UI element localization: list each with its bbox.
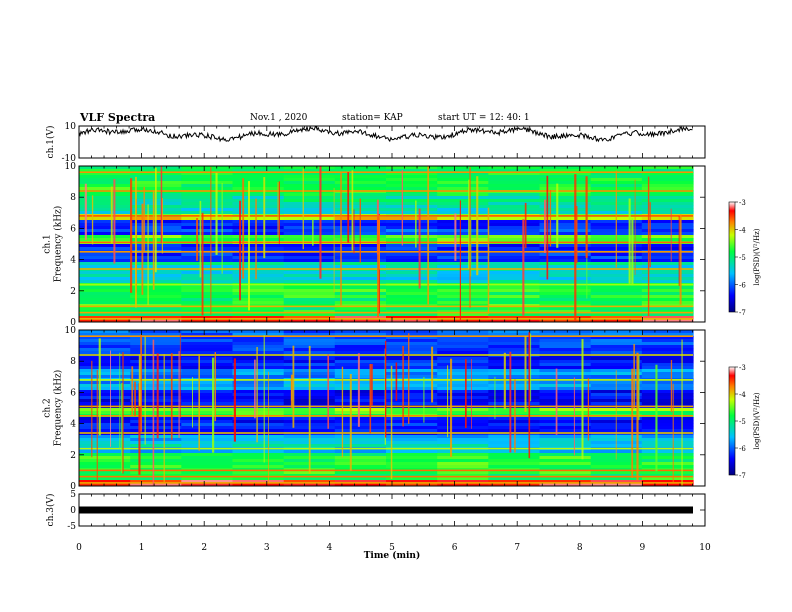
xtick-4: 4 xyxy=(327,543,333,553)
svg-text:log(PSD)(V²/Hz): log(PSD)(V²/Hz) xyxy=(753,228,761,285)
xtick-6: 6 xyxy=(452,543,458,553)
ytick-ch1-spectrogram-4: 8 xyxy=(70,193,76,203)
colorbar-ch2 xyxy=(728,366,736,476)
ytick-ch2-spectrogram-2: 4 xyxy=(70,420,76,430)
ytick-ch2-spectrogram-3: 6 xyxy=(70,388,76,398)
colorbar-ch1-label: log(PSD)(V²/Hz) xyxy=(753,228,761,285)
colorbar-ch2-label: log(PSD)(V²/Hz) xyxy=(753,392,761,449)
colorbar-ch1-tick-1: -4 xyxy=(739,227,746,235)
xtick-1: 1 xyxy=(139,543,145,553)
axes-ch1-waveform xyxy=(78,125,706,159)
xtick-9: 9 xyxy=(640,543,646,553)
axes-ch2-spectrogram xyxy=(78,329,706,487)
colorbar-ch2-tick-3: -6 xyxy=(739,445,746,453)
ytick-ch2-spectrogram-4: 8 xyxy=(70,357,76,367)
ch1-spectrogram xyxy=(79,166,694,323)
ytick-ch1-spectrogram-5: 10 xyxy=(65,162,77,172)
xtick-5: 5 xyxy=(389,543,395,553)
colorbar-ch1 xyxy=(728,201,736,313)
svg-text:ch.2: ch.2 xyxy=(43,398,53,417)
xtick-3: 3 xyxy=(264,543,270,553)
ylabel-ch1-waveform: ch.1(V) xyxy=(45,126,56,159)
ch3-waveform-line xyxy=(79,506,693,514)
svg-text:ch.1(V): ch.1(V) xyxy=(45,126,56,159)
xtick-0: 0 xyxy=(76,543,82,553)
ytick-ch1-waveform-1: -10 xyxy=(62,154,77,164)
date-label: Nov.1 , 2020 xyxy=(250,113,308,123)
ytick-ch3-waveform-2: -5 xyxy=(67,522,76,532)
ytick-ch3-waveform-0: 5 xyxy=(70,490,76,500)
colorbar-ch1-tick-2: -5 xyxy=(739,254,746,262)
ytick-ch3-waveform-1: 0 xyxy=(70,506,76,516)
svg-text:log(PSD)(V²/Hz): log(PSD)(V²/Hz) xyxy=(753,392,761,449)
ylabel-ch2-spectrogram: ch.2 Frequency (kHz) xyxy=(43,370,64,447)
ylabel-ch3-waveform: ch.3(V) xyxy=(45,494,56,527)
svg-text:Frequency (kHz): Frequency (kHz) xyxy=(53,206,64,283)
ytick-ch1-waveform-0: 10 xyxy=(65,122,77,132)
colorbar-ch1-tick-3: -6 xyxy=(739,282,746,290)
ytick-ch2-spectrogram-1: 2 xyxy=(70,451,76,461)
ytick-ch1-spectrogram-3: 6 xyxy=(70,224,76,234)
xtick-2: 2 xyxy=(201,543,207,553)
ch1-waveform-line xyxy=(78,125,693,143)
svg-text:ch.3(V): ch.3(V) xyxy=(45,494,56,527)
ytick-ch2-spectrogram-0: 0 xyxy=(70,482,76,492)
axes-ch3-waveform xyxy=(78,493,706,527)
colorbar-ch2-tick-2: -5 xyxy=(739,418,746,426)
x-axis-label: Time (min) xyxy=(364,550,421,561)
xtick-10: 10 xyxy=(699,543,711,553)
ylabel-ch1-spectrogram: ch.1 Frequency (kHz) xyxy=(43,206,64,283)
svg-text:Frequency (kHz): Frequency (kHz) xyxy=(53,370,64,447)
ytick-ch2-spectrogram-5: 10 xyxy=(65,326,77,336)
colorbar-ch2-tick-1: -4 xyxy=(739,391,746,399)
ytick-ch1-spectrogram-2: 4 xyxy=(70,256,76,266)
svg-text:ch.1: ch.1 xyxy=(43,234,53,253)
colorbar-ch1-tick-4: -7 xyxy=(739,309,746,317)
station-label: station= KAP xyxy=(342,113,403,123)
colorbar-ch2-tick-0: -3 xyxy=(739,364,746,372)
start-time-label: start UT = 12: 40: 1 xyxy=(438,113,530,123)
ytick-ch1-spectrogram-1: 2 xyxy=(70,287,76,297)
xtick-7: 7 xyxy=(514,543,520,553)
chart-title: VLF Spectra xyxy=(80,111,156,124)
axes-ch1-spectrogram xyxy=(78,165,706,323)
colorbar-ch2-tick-4: -7 xyxy=(739,472,746,480)
ch2-spectrogram xyxy=(79,330,694,487)
colorbar-ch1-tick-0: -3 xyxy=(739,199,746,207)
xtick-8: 8 xyxy=(577,543,583,553)
ytick-ch1-spectrogram-0: 0 xyxy=(70,318,76,328)
